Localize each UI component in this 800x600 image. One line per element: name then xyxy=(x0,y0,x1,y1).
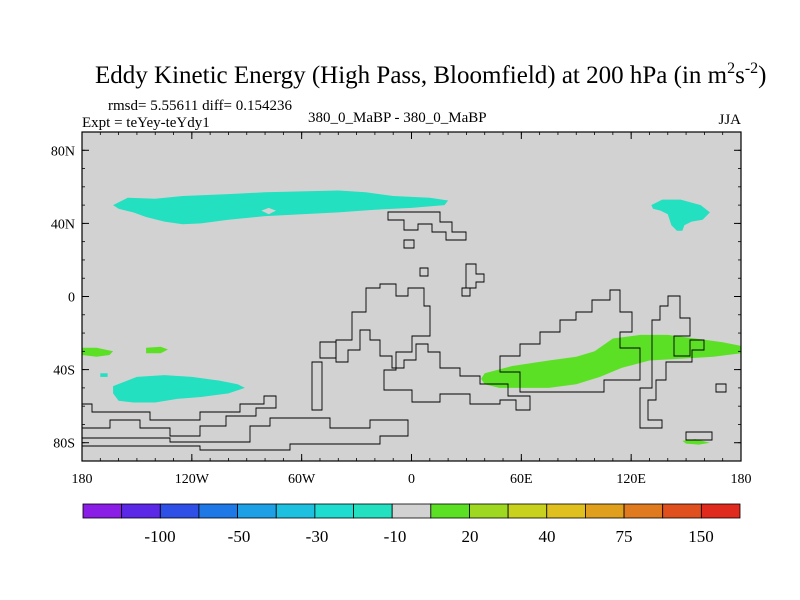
coastline-islands xyxy=(461,263,485,297)
coastline-central-continent xyxy=(335,283,531,411)
region-sh-central-positive xyxy=(481,334,741,388)
colorbar-label: 75 xyxy=(616,527,633,546)
region-nh-pacific-negative xyxy=(113,190,449,225)
colorbar-swatch xyxy=(82,503,123,519)
chart-title: Eddy Kinetic Energy (High Pass, Bloomfie… xyxy=(95,60,766,89)
title-unit-close: ) xyxy=(758,62,766,89)
colorbar-swatch xyxy=(391,503,432,519)
region-sh-west-negative xyxy=(113,375,245,403)
map-panel: 180 120W 60W 0 60E 120E 180 80N 40N 0 40S 80S xyxy=(51,131,752,487)
colorbar-swatch xyxy=(507,503,548,519)
colorbar-swatch xyxy=(430,503,470,519)
colorbar-swatch xyxy=(121,503,161,519)
title-unit-s: s xyxy=(735,62,745,89)
x-tick-label: 180 xyxy=(72,472,93,487)
colorbar-swatch xyxy=(159,503,200,519)
coastline-antarctic-east xyxy=(685,383,727,441)
colorbar: -100 -50 -30 -10 20 40 75 150 xyxy=(82,503,741,546)
x-tick-label: 180 xyxy=(731,472,752,487)
season-label: JJA xyxy=(718,112,741,128)
colorbar-swatch xyxy=(546,503,586,519)
x-tick-label: 60W xyxy=(288,472,316,487)
coastline-antarctic xyxy=(81,417,409,451)
colorbar-swatch xyxy=(353,503,393,519)
colorbar-swatch xyxy=(275,503,316,519)
x-tick-label: 120W xyxy=(175,472,210,487)
x-tick-label: 120E xyxy=(616,472,646,487)
colorbar-swatch xyxy=(314,503,354,519)
colorbar-label: 20 xyxy=(462,527,479,546)
map-background xyxy=(82,132,741,461)
colorbar-swatch xyxy=(198,503,238,519)
region-sh-small-positive xyxy=(146,346,168,354)
y-tick-label: 80N xyxy=(51,144,75,159)
stats-text: rmsd= 5.55611 diff= 0.154236 xyxy=(108,98,292,114)
nh-pacific-hole xyxy=(261,207,276,215)
coastline-north-block xyxy=(387,211,467,241)
coastline-far-east xyxy=(639,295,705,429)
y-tick-label: 40S xyxy=(53,364,75,379)
colorbar-label: 40 xyxy=(539,527,556,546)
x-tick-label: 60E xyxy=(510,472,533,487)
title-unit-exp1: 2 xyxy=(727,60,735,77)
region-sh-far-west-positive xyxy=(82,347,114,357)
colorbar-swatch xyxy=(623,503,664,519)
x-tick-label: 0 xyxy=(408,472,415,487)
region-sh-tiny-negative xyxy=(100,373,108,377)
region-sh-south-positive xyxy=(682,439,710,445)
colorbar-label: 150 xyxy=(688,527,714,546)
colorbar-swatch xyxy=(585,503,625,519)
colorbar-label: -100 xyxy=(144,527,175,546)
coastline-west-chain xyxy=(311,341,337,411)
colorbar-swatch xyxy=(700,503,741,519)
coastline-southern-shelf xyxy=(81,395,277,437)
colorbar-label: -10 xyxy=(384,527,407,546)
coastline-east-continent xyxy=(499,289,641,393)
comparison-label: 380_0_MaBP - 380_0_MaBP xyxy=(308,110,487,126)
coastline-north-fragment xyxy=(403,239,429,277)
expt-label: Expt = teYey-teYdy1 xyxy=(82,115,210,131)
region-nh-east-negative xyxy=(651,199,710,231)
colorbar-swatch xyxy=(662,503,702,519)
y-tick-label: 40N xyxy=(51,217,75,232)
colorbar-label: -50 xyxy=(228,527,251,546)
title-unit-exp2: -2 xyxy=(745,60,758,77)
y-tick-label: 80S xyxy=(53,437,75,452)
colorbar-label: -30 xyxy=(306,527,329,546)
y-tick-label: 0 xyxy=(68,291,75,306)
colorbar-swatch xyxy=(237,503,277,519)
colorbar-swatch xyxy=(469,503,509,519)
